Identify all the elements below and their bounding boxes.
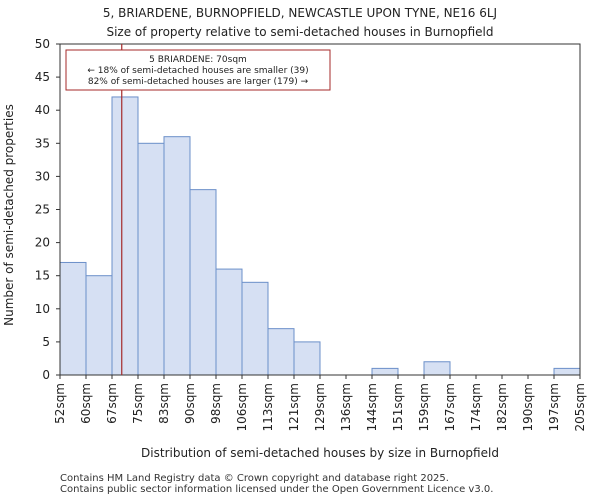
x-tick-label: 98sqm	[209, 383, 223, 424]
y-tick-label: 35	[35, 136, 50, 150]
histogram-bar	[423, 361, 451, 376]
y-tick-label: 50	[35, 37, 50, 51]
x-tick-label: 121sqm	[287, 383, 301, 431]
y-tick-label: 45	[35, 70, 50, 84]
x-tick-label: 90sqm	[183, 383, 197, 424]
histogram-bar	[111, 96, 139, 376]
plot-frame	[59, 43, 581, 376]
annotation-line3: 82% of semi-detached houses are larger (…	[88, 77, 309, 87]
y-tick-label: 15	[35, 269, 50, 283]
histogram-bar	[371, 367, 399, 376]
histogram-bar	[215, 268, 243, 376]
x-tick-label: 144sqm	[365, 383, 379, 431]
bars	[59, 96, 581, 376]
y-tick-label: 10	[35, 302, 50, 316]
footer-line1: Contains HM Land Registry data © Crown c…	[60, 473, 449, 484]
histogram-bar	[293, 341, 321, 376]
annotation-line2: ← 18% of semi-detached houses are smalle…	[87, 66, 308, 76]
x-tick-label: 60sqm	[79, 383, 93, 424]
x-tick-label: 159sqm	[417, 383, 431, 431]
x-tick-label: 136sqm	[339, 383, 353, 431]
histogram-bar	[241, 281, 269, 376]
y-tick-label: 40	[35, 103, 50, 117]
x-tick-label: 205sqm	[573, 383, 587, 431]
chart-title-line2: Size of property relative to semi-detach…	[106, 25, 493, 39]
y-tick-label: 30	[35, 169, 50, 183]
footer-line2: Contains public sector information licen…	[60, 484, 494, 495]
x-tick-label: 106sqm	[235, 383, 249, 431]
histogram-bar	[163, 136, 191, 376]
y-axis-ticks: 0 5 10 15 20 25 30 35 40 45 50	[35, 37, 60, 382]
x-tick-label: 197sqm	[547, 383, 561, 431]
x-tick-label: 151sqm	[391, 383, 405, 431]
x-axis-label: Distribution of semi-detached houses by …	[141, 446, 499, 460]
histogram-bar	[267, 328, 295, 376]
x-tick-label: 174sqm	[469, 383, 483, 431]
x-tick-label: 67sqm	[105, 383, 119, 424]
y-axis-label: Number of semi-detached properties	[2, 104, 16, 326]
x-tick-label: 83sqm	[157, 383, 171, 424]
annotation-line1: 5 BRIARDENE: 70sqm	[149, 55, 247, 65]
x-axis-ticks: 52sqm 60sqm 67sqm 75sqm 83sqm 90sqm 98sqm 106sq…	[53, 375, 587, 431]
x-tick-label: 52sqm	[53, 383, 67, 424]
histogram-bar	[553, 367, 581, 376]
histogram-bar	[137, 142, 165, 376]
histogram-bar	[189, 189, 217, 376]
histogram-bar	[59, 261, 87, 376]
x-tick-label: 167sqm	[443, 383, 457, 431]
x-tick-label: 75sqm	[131, 383, 145, 424]
y-tick-label: 25	[35, 203, 50, 217]
chart-title-line1: 5, BRIARDENE, BURNOPFIELD, NEWCASTLE UPO…	[103, 6, 497, 20]
x-tick-label: 113sqm	[261, 383, 275, 431]
y-tick-label: 5	[42, 335, 50, 349]
x-tick-label: 190sqm	[521, 383, 535, 431]
annotation-box: 5 BRIARDENE: 70sqm ← 18% of semi-detache…	[65, 49, 331, 91]
histogram-bar	[85, 275, 113, 376]
x-tick-label: 129sqm	[313, 383, 327, 431]
x-tick-label: 182sqm	[495, 383, 509, 431]
y-tick-label: 0	[42, 368, 50, 382]
y-tick-label: 20	[35, 236, 50, 250]
